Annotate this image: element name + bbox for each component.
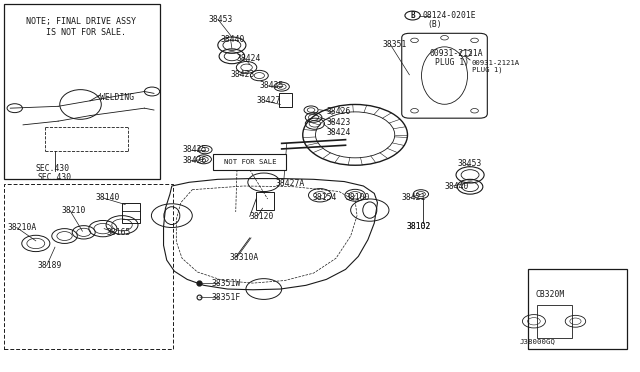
Text: 00931-2121A: 00931-2121A: [430, 49, 483, 58]
Text: 38440: 38440: [445, 182, 469, 190]
Text: 38189: 38189: [38, 261, 62, 270]
Text: 38421: 38421: [402, 193, 426, 202]
Text: 38426: 38426: [182, 156, 207, 165]
Text: 38310A: 38310A: [229, 253, 259, 262]
Bar: [4, 4, 161, 179]
Text: J38000GQ: J38000GQ: [519, 339, 555, 344]
Text: 08124-0201E: 08124-0201E: [422, 11, 476, 20]
Bar: [213, 154, 287, 170]
Text: 38440: 38440: [221, 35, 245, 44]
Text: 38427A: 38427A: [275, 179, 305, 187]
Text: 38100: 38100: [346, 193, 370, 202]
Bar: [256, 192, 274, 210]
Text: 38165: 38165: [106, 228, 131, 237]
Text: 38425: 38425: [259, 81, 284, 90]
Text: 38425: 38425: [182, 145, 207, 154]
Text: 38102: 38102: [406, 222, 431, 231]
Bar: [537, 305, 572, 338]
Text: CB320M: CB320M: [535, 290, 564, 299]
Text: 38351W: 38351W: [211, 279, 241, 288]
Text: SEC.430: SEC.430: [36, 164, 70, 173]
Text: SEC.430: SEC.430: [38, 173, 72, 182]
Bar: [4, 184, 173, 349]
Text: 00931-2121A
PLUG 1): 00931-2121A PLUG 1): [472, 60, 520, 74]
Text: 38453: 38453: [208, 15, 232, 24]
Text: 38140: 38140: [95, 193, 120, 202]
Text: 38423: 38423: [230, 70, 255, 79]
Text: 38453: 38453: [458, 159, 482, 168]
Text: 38424: 38424: [237, 54, 261, 62]
Text: 38210A: 38210A: [7, 223, 36, 232]
Text: (B): (B): [428, 20, 442, 29]
Bar: [279, 93, 292, 108]
Text: WELDING: WELDING: [100, 93, 134, 102]
Bar: [527, 269, 627, 349]
Text: 38426: 38426: [326, 108, 351, 116]
Text: 38424: 38424: [326, 128, 351, 137]
Text: PLUG 1): PLUG 1): [435, 58, 469, 67]
Text: NOT FOR SALE: NOT FOR SALE: [223, 159, 276, 165]
Text: 38102: 38102: [406, 222, 431, 231]
Text: NOTE; FINAL DRIVE ASSY
  IS NOT FOR SALE.: NOTE; FINAL DRIVE ASSY IS NOT FOR SALE.: [26, 17, 136, 37]
Text: B: B: [410, 11, 415, 20]
Text: 38210: 38210: [61, 206, 86, 215]
Bar: [122, 203, 140, 223]
Text: 38351: 38351: [383, 40, 407, 49]
Text: 38351F: 38351F: [211, 294, 241, 302]
Text: 38427: 38427: [256, 96, 280, 105]
Text: 38154: 38154: [312, 193, 337, 202]
Text: 38423: 38423: [326, 118, 351, 127]
Text: 38120: 38120: [250, 212, 274, 221]
